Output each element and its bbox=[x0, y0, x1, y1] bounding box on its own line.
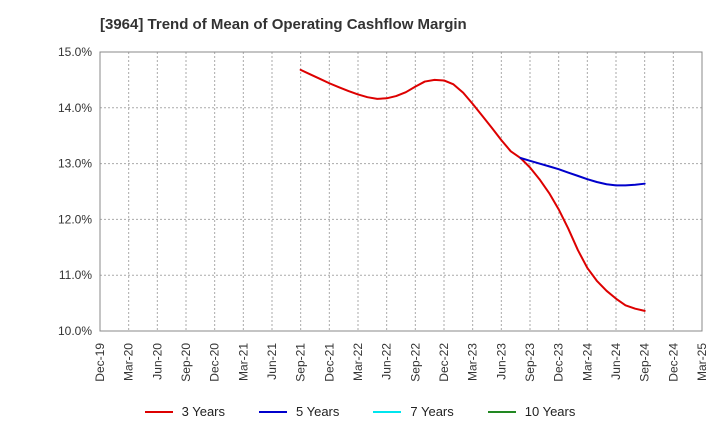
y-tick-label: 13.0% bbox=[58, 157, 92, 171]
legend-label-3-years: 3 Years bbox=[181, 404, 225, 419]
legend-label-7-years: 7 Years bbox=[410, 404, 454, 419]
legend-item-3-years: 3 Years bbox=[144, 404, 225, 419]
series-line-3-years bbox=[299, 68, 646, 312]
x-tick-label: Dec-19 bbox=[93, 343, 107, 382]
plot-border bbox=[99, 51, 703, 332]
x-tick-label: Jun-21 bbox=[265, 343, 279, 380]
legend-item-5-years: 5 Years bbox=[259, 404, 339, 419]
line-chart: 10.0% 11.0% 12.0% 13.0% 14.0% 15.0% Dec-19 Mar-… bbox=[58, 45, 709, 382]
x-tick-label: Jun-22 bbox=[380, 343, 394, 380]
x-tick-label: Sep-20 bbox=[179, 343, 193, 382]
x-tick-label: Sep-24 bbox=[638, 343, 652, 382]
legend-swatch-7-years bbox=[373, 410, 402, 413]
series-line-5-years bbox=[519, 157, 646, 187]
x-tick-label: Sep-23 bbox=[523, 343, 537, 382]
x-tick-label: Dec-23 bbox=[552, 343, 566, 382]
x-tick-label: Mar-20 bbox=[122, 343, 136, 381]
x-tick-label: Jun-23 bbox=[494, 343, 508, 380]
x-tick-label: Dec-20 bbox=[208, 343, 222, 382]
x-tick-label: Jun-20 bbox=[150, 343, 164, 380]
legend-swatch-10-years bbox=[487, 410, 516, 413]
x-tick-label: Dec-21 bbox=[322, 343, 336, 382]
x-tick-label: Sep-21 bbox=[294, 343, 308, 382]
y-tick-label: 14.0% bbox=[58, 101, 92, 115]
x-tick-label: Sep-22 bbox=[408, 343, 422, 382]
legend-item-10-years: 10 Years bbox=[487, 404, 576, 419]
chart-legend: 3 Years 5 Years 7 Years 10 Years bbox=[0, 404, 720, 419]
x-tick-label: Mar-25 bbox=[695, 343, 709, 381]
y-tick-label: 11.0% bbox=[59, 268, 92, 282]
x-tick-label: Jun-24 bbox=[609, 343, 623, 380]
x-tick-label: Mar-24 bbox=[580, 343, 594, 381]
x-tick-label: Mar-23 bbox=[466, 343, 480, 381]
x-tick-label: Dec-22 bbox=[437, 343, 451, 382]
legend-swatch-3-years bbox=[144, 410, 173, 413]
x-tick-label: Mar-21 bbox=[236, 343, 250, 381]
legend-label-10-years: 10 Years bbox=[524, 404, 576, 419]
y-tick-label: 12.0% bbox=[58, 212, 92, 226]
legend-swatch-5-years bbox=[259, 410, 287, 413]
legend-label-5-years: 5 Years bbox=[296, 404, 340, 419]
x-tick-label: Mar-22 bbox=[351, 343, 365, 381]
legend-item-7-years: 7 Years bbox=[373, 404, 454, 419]
y-tick-label: 15.0% bbox=[58, 45, 92, 59]
chart-title: [3964] Trend of Mean of Operating Cashfl… bbox=[100, 16, 467, 33]
y-tick-label: 10.0% bbox=[58, 324, 92, 338]
x-tick-label: Dec-24 bbox=[666, 343, 680, 382]
